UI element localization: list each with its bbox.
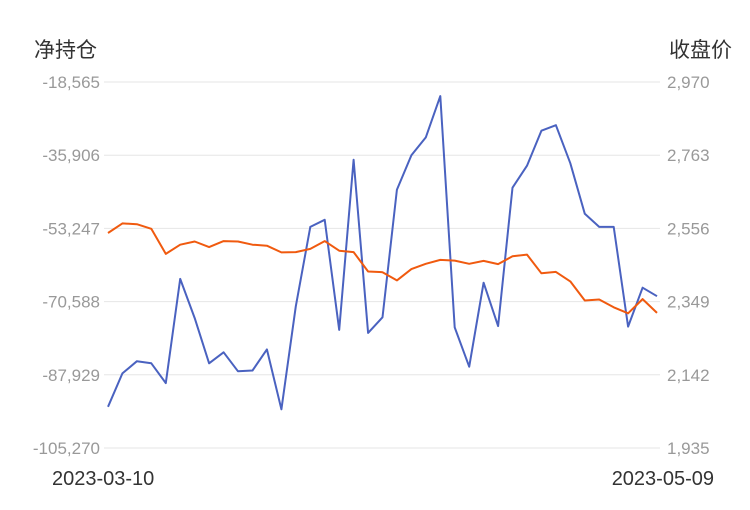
close-price-line [107, 222, 658, 315]
left-tick-label: -105,270 [33, 439, 100, 458]
x-axis-end-label: 2023-05-09 [611, 468, 714, 490]
left-tick-label: -87,929 [42, 366, 100, 385]
left-tick-label: -70,588 [42, 293, 100, 312]
right-tick-label: 2,970 [667, 73, 710, 92]
net-position-line [107, 95, 658, 411]
right-axis-title: 收盘价 [669, 38, 732, 62]
series-lines [107, 95, 658, 411]
right-axis-ticks: 2,970 2,763 2,556 2,349 2,142 1,935 [667, 73, 710, 458]
left-axis-title: 净持仓 [34, 38, 97, 62]
x-axis-start-label: 2023-03-10 [52, 468, 155, 490]
left-tick-label: -18,565 [42, 73, 100, 92]
right-tick-label: 2,556 [667, 219, 710, 238]
left-tick-label: -35,906 [42, 146, 100, 165]
grid-lines [104, 81, 660, 449]
right-tick-label: 2,349 [667, 293, 710, 312]
left-axis-ticks: -18,565 -35,906 -53,247 -70,588 -87,929 -105,… [33, 73, 100, 458]
left-tick-label: -53,247 [42, 219, 100, 238]
right-tick-label: 2,763 [667, 146, 710, 165]
right-tick-label: 2,142 [667, 366, 710, 385]
right-tick-label: 1,935 [667, 439, 710, 458]
